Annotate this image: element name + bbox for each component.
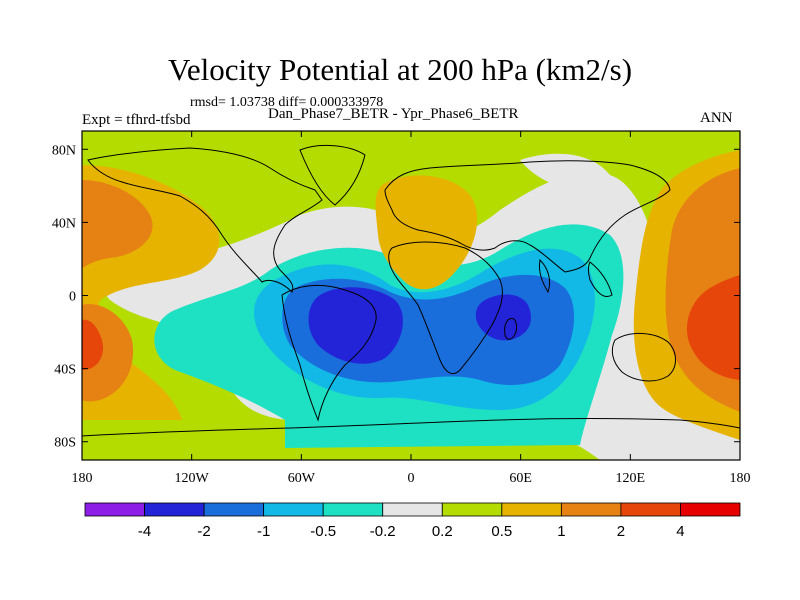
y-tick-label: 0 [69, 290, 76, 305]
colorbar-swatch [322, 502, 384, 517]
colorbar-swatch [441, 502, 503, 517]
coast-india [539, 258, 551, 294]
contour-fill-plus-2-west [82, 319, 104, 370]
coast-madagascar [504, 317, 517, 340]
y-tick-label: 40N [52, 216, 76, 231]
x-tick-label: 60W [288, 471, 316, 486]
colorbar-label: -1 [257, 523, 270, 540]
colorbar-label: 0.2 [432, 523, 453, 540]
coast-australia [611, 333, 676, 382]
contour-fill-minus-2-west [308, 287, 403, 364]
y-axis: 80N 40N 0 40S 80S [52, 143, 740, 451]
chart-title: Velocity Potential at 200 hPa (km2/s) [167, 52, 633, 87]
colorbar-swatch [203, 502, 265, 517]
coast-africa [388, 241, 503, 375]
coast-north-america [87, 147, 323, 293]
x-tick-label: 180 [730, 471, 751, 486]
colorbar-swatch [560, 502, 622, 517]
colorbar-swatch [382, 502, 443, 517]
x-tick-label: 60E [509, 471, 532, 486]
y-tick-label: 40S [54, 363, 76, 378]
colorbar-label: -0.5 [310, 523, 336, 540]
coast-eurasia [384, 160, 671, 273]
x-tick-label: 180 [72, 471, 93, 486]
colorbar-label: 2 [617, 523, 625, 540]
season-label: ANN [700, 110, 733, 126]
colorbar-label: -0.2 [370, 523, 396, 540]
colorbar-label: 0.5 [491, 523, 512, 540]
colorbar-label: 4 [676, 523, 684, 540]
contour-fill-plus-2-east [686, 275, 740, 380]
case-comparison-label: Dan_Phase7_BETR - Ypr_Phase6_BETR [268, 106, 519, 122]
colorbar-label: 1 [557, 523, 565, 540]
colorbar-label: -2 [197, 523, 210, 540]
coast-greenland [299, 145, 366, 206]
coastlines [82, 145, 740, 437]
x-axis: 180 120W 60W 0 60E 120E 180 [72, 131, 751, 486]
stats-text: rmsd= 1.03738 diff= 0.000333978 [190, 95, 384, 110]
x-tick-label: 120E [616, 471, 646, 486]
colorbar: -4 -2 -1 -0.5 -0.2 0.2 0.5 1 2 4 [84, 502, 741, 540]
y-tick-label: 80S [54, 436, 76, 451]
experiment-label: Expt = tfhrd-tfsbd [82, 112, 191, 128]
colorbar-swatch [144, 502, 205, 517]
contour-fill-plus-1-west-north [82, 180, 153, 268]
y-tick-label: 80N [52, 143, 76, 158]
coast-antarctica [82, 418, 740, 437]
colorbar-label: -4 [138, 523, 151, 540]
coast-south-america [281, 285, 377, 422]
colorbar-swatch [263, 502, 324, 517]
coast-indochina [588, 261, 613, 297]
colorbar-swatch [84, 502, 145, 517]
colorbar-swatch [680, 502, 741, 517]
contour-fill-neutral-north [520, 153, 610, 200]
colorbar-swatch [501, 502, 562, 517]
contour-fill-plus-0.5-north [375, 175, 478, 290]
colorbar-swatch [620, 502, 681, 517]
x-tick-label: 0 [408, 471, 415, 486]
x-tick-label: 120W [175, 471, 210, 486]
